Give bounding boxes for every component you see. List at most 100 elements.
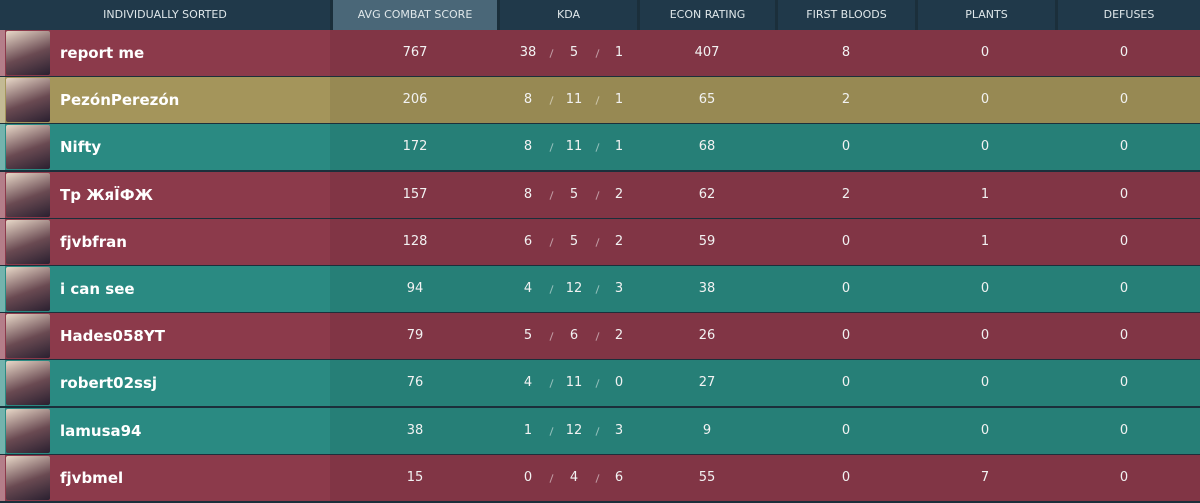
stat-assists: 1 [614,92,624,108]
player-name: fjvbmel [60,468,124,487]
stat-defuses: 0 [1119,186,1129,202]
player-row: report me 767 407 8 0 0 38 5 1 [0,30,1200,76]
stat-econ: 65 [698,92,716,108]
column-header: KDA [500,0,637,30]
team-stripe [0,77,5,124]
stat-acs: 128 [402,233,428,249]
player-name: Hades058YT [60,327,165,346]
stat-plants: 0 [980,328,990,344]
player-row: PezónPerezón 206 65 2 0 0 8 11 1 [0,77,1200,124]
row-overlay [330,313,1200,360]
team-stripe [0,171,5,218]
team-stripe [0,360,5,407]
row-overlay [330,407,1200,454]
player-name: report me [60,44,145,62]
stat-acs: 79 [406,328,424,344]
stat-acs: 206 [402,92,428,108]
stat-plants: 0 [980,375,990,391]
stat-econ: 62 [698,186,716,202]
stat-deaths: 11 [565,139,583,155]
stat-assists: 0 [614,375,624,391]
agent-portrait [6,314,50,359]
player-name: fjvbfran [60,232,127,251]
stat-first-bloods: 8 [841,45,851,60]
agent-portrait [6,408,50,453]
stat-deaths: 12 [565,422,583,438]
stat-plants: 0 [980,139,990,155]
row-overlay [330,218,1200,265]
stat-defuses: 0 [1119,92,1129,108]
stat-deaths: 11 [565,375,583,391]
player-row: lamusa94 38 9 0 0 0 1 12 3 [0,407,1200,454]
stat-kills: 0 [523,469,533,485]
player-row: i can see 94 38 0 0 0 4 12 3 [0,266,1200,312]
stat-acs: 157 [402,186,428,202]
stat-deaths: 6 [569,328,579,344]
team-stripe [0,218,5,265]
column-header: FIRST BLOODS [778,0,915,30]
player-row: fjvbfran 128 59 0 1 0 6 5 2 [0,218,1200,265]
team-stripe [0,407,5,454]
stat-kills: 8 [523,139,533,155]
stat-plants: 7 [980,469,990,485]
stat-plants: 0 [980,281,990,296]
stat-kills: 38 [519,45,537,60]
stat-assists: 3 [614,422,624,438]
stat-kills: 1 [523,422,533,438]
stat-kills: 5 [523,328,533,344]
player-name: i can see [60,280,135,298]
column-header: ECON RATING [640,0,775,30]
stat-plants: 1 [980,233,990,249]
stat-econ: 9 [702,422,712,438]
player-name: Nifty [60,138,102,157]
stat-first-bloods: 0 [841,422,851,438]
stat-defuses: 0 [1119,375,1129,391]
stat-defuses: 0 [1119,422,1129,438]
stat-kills: 6 [523,233,533,249]
stat-acs: 38 [406,422,424,438]
player-row: Tp ЖяЇФЖ 157 62 2 1 0 8 5 2 [0,171,1200,218]
row-overlay [330,30,1200,76]
stat-acs: 767 [402,45,428,60]
stat-deaths: 5 [569,233,579,249]
column-header: INDIVIDUALLY SORTED [0,0,330,30]
column-header: DEFUSES [1058,0,1200,30]
stat-plants: 1 [980,186,990,202]
stat-acs: 15 [406,469,424,485]
stat-assists: 6 [614,469,624,485]
player-row: robert02ssj 76 27 0 0 0 4 11 0 [0,360,1200,407]
stat-defuses: 0 [1119,469,1129,485]
agent-portrait [6,31,50,75]
team-stripe [0,30,5,76]
player-name: lamusa94 [60,421,142,440]
agent-portrait [6,78,50,123]
agent-portrait [6,267,50,311]
stat-plants: 0 [980,45,990,60]
stat-econ: 68 [698,139,716,155]
player-name: robert02ssj [60,374,158,393]
stat-deaths: 4 [569,469,579,485]
stat-econ: 26 [698,328,716,344]
stat-plants: 0 [980,92,990,108]
row-overlay [330,77,1200,124]
stat-plants: 0 [980,422,990,438]
player-name: Tp ЖяЇФЖ [60,185,154,204]
column-header: PLANTS [918,0,1055,30]
stat-kills: 8 [523,92,533,108]
row-overlay [330,360,1200,407]
row-overlay [330,266,1200,312]
team-stripe [0,124,5,171]
stat-kills: 8 [523,186,533,202]
row-overlay [330,171,1200,218]
stat-assists: 1 [614,139,624,155]
stat-assists: 2 [614,233,624,249]
stat-first-bloods: 0 [841,328,851,344]
stat-defuses: 0 [1119,139,1129,155]
stat-defuses: 0 [1119,328,1129,344]
stat-assists: 2 [614,328,624,344]
column-header: AVG COMBAT SCORE [333,0,497,30]
stat-kills: 4 [523,281,533,296]
row-overlay [330,454,1200,501]
row-overlay [330,124,1200,171]
player-row: fjvbmel 15 55 0 7 0 0 4 6 [0,454,1200,501]
